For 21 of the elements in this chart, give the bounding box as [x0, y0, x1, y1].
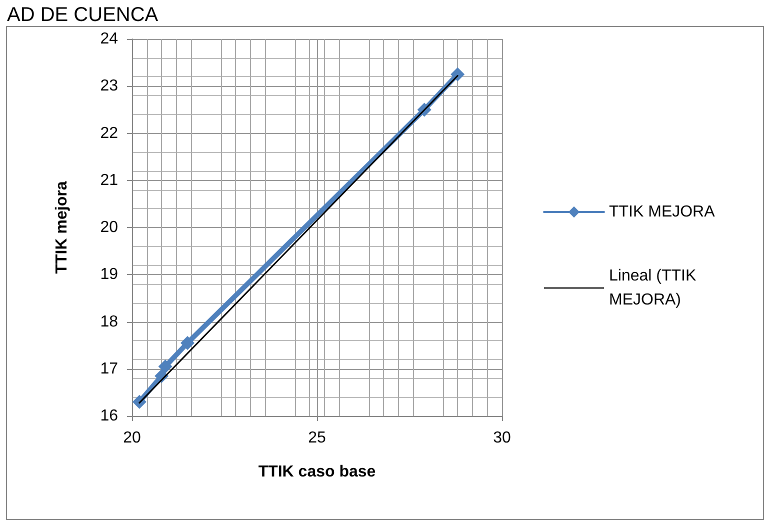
point [450, 67, 465, 82]
y-tick-label: 20 [100, 219, 118, 236]
chart-title: AD DE CUENCA [7, 4, 159, 26]
x-tick-label: 20 [123, 430, 141, 446]
y-axis-title: TTIK mejora [54, 181, 70, 274]
x-tick-label: 30 [493, 430, 511, 446]
legend-label: Lineal (TTIK MEJORA) [609, 268, 701, 308]
point [180, 336, 194, 350]
point [132, 394, 146, 409]
y-tick-label: 24 [100, 30, 118, 48]
y-tick-label: 17 [100, 360, 118, 378]
y-tick-label: 16 [100, 408, 118, 424]
y-tick-label: 23 [100, 78, 118, 95]
y-tick-label: 19 [100, 266, 118, 284]
x-tick-label: 25 [308, 430, 326, 446]
y-tick-label: 21 [100, 172, 118, 189]
x-axis-title: TTIK caso base [258, 464, 376, 480]
legend-label: TTIK MEJORA [609, 204, 716, 220]
y-tick-label: 18 [100, 313, 118, 330]
y-tick-label: 22 [100, 124, 118, 142]
point [158, 360, 172, 374]
